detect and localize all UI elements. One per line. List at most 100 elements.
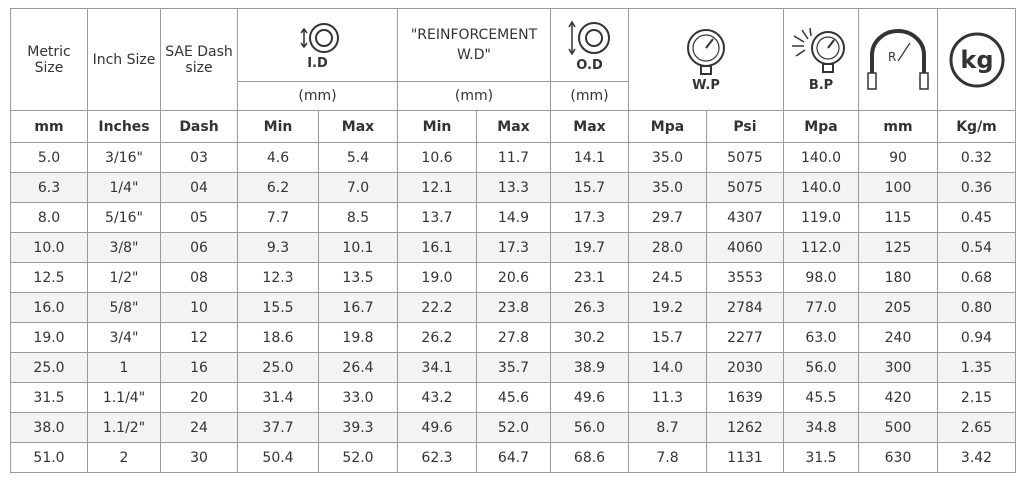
bend-radius-icon: R [867, 28, 929, 90]
data-cell: 35.0 [628, 172, 707, 203]
data-cell: 1131 [706, 442, 784, 473]
data-cell: 19.8 [318, 322, 398, 353]
data-cell: 1262 [706, 412, 784, 443]
data-cell: 51.0 [10, 442, 88, 473]
data-cell: 125 [858, 232, 938, 263]
data-cell: 119.0 [783, 202, 859, 233]
data-cell: 63.0 [783, 322, 859, 353]
data-cell: 45.5 [783, 382, 859, 413]
data-cell: 140.0 [783, 172, 859, 203]
data-cell: 10.0 [10, 232, 88, 263]
data-row: 5.0 3/16" 03 4.6 5.4 10.6 11.7 14.1 35.0 5075 140.… [10, 142, 1016, 173]
unit-cell: Dash [160, 110, 238, 143]
unit-cell: Inches [87, 110, 161, 143]
data-cell: 17.3 [476, 232, 551, 263]
header-cell: Metric Size [10, 8, 88, 111]
data-cell: 7.7 [237, 202, 319, 233]
data-cell: 1.1/2" [87, 412, 161, 443]
units-row: mm Inches Dash Min Max Min Max Max Mpa Psi Mpa mm Kg… [10, 110, 1016, 143]
data-cell: 26.2 [397, 322, 477, 353]
spec-table: Metric Size Inch Size SAE Dash size I.D … [10, 8, 1016, 473]
data-cell: 16.0 [10, 292, 88, 323]
data-cell: 12.3 [237, 262, 319, 293]
data-cell: 14.1 [550, 142, 629, 173]
data-cell: 26.4 [318, 352, 398, 383]
table-body: 5.0 3/16" 03 4.6 5.4 10.6 11.7 14.1 35.0 5075 140.… [10, 142, 1016, 473]
unit-cell: mm [10, 110, 88, 143]
data-cell: 5.4 [318, 142, 398, 173]
data-cell: 3/4" [87, 322, 161, 353]
data-cell: 13.3 [476, 172, 551, 203]
id-icon [299, 22, 339, 53]
data-cell: 56.0 [550, 412, 629, 443]
data-cell: 33.0 [318, 382, 398, 413]
wp-icon [687, 29, 725, 75]
header-cell: (mm) [237, 81, 398, 111]
icon-label: R [888, 50, 896, 64]
header-label: "REINFORCEMENT W.D" [410, 27, 538, 63]
data-cell: 68.6 [550, 442, 629, 473]
data-cell: 6.3 [10, 172, 88, 203]
header-cell: (mm) [397, 81, 551, 111]
data-cell: 30.2 [550, 322, 629, 353]
icon-label: kg [960, 46, 993, 74]
data-cell: 49.6 [397, 412, 477, 443]
data-cell: 90 [858, 142, 938, 173]
data-cell: 13.5 [318, 262, 398, 293]
data-cell: 15.7 [550, 172, 629, 203]
data-cell: 28.0 [628, 232, 707, 263]
data-cell: 03 [160, 142, 238, 173]
data-row: 51.0 2 30 50.4 52.0 62.3 64.7 68.6 7.8 1131 31.5 63… [10, 442, 1016, 473]
data-cell: 14.9 [476, 202, 551, 233]
data-cell: 13.7 [397, 202, 477, 233]
data-cell: 5075 [706, 142, 784, 173]
data-cell: 38.9 [550, 352, 629, 383]
data-cell: 98.0 [783, 262, 859, 293]
data-cell: 19.7 [550, 232, 629, 263]
data-cell: 25.0 [237, 352, 319, 383]
data-cell: 22.2 [397, 292, 477, 323]
header-label: B.P [808, 78, 834, 93]
data-cell: 43.2 [397, 382, 477, 413]
data-cell: 420 [858, 382, 938, 413]
data-cell: 24.5 [628, 262, 707, 293]
data-cell: 29.7 [628, 202, 707, 233]
data-cell: 205 [858, 292, 938, 323]
data-cell: 0.68 [937, 262, 1016, 293]
data-cell: 14.0 [628, 352, 707, 383]
data-cell: 5/16" [87, 202, 161, 233]
data-cell: 0.94 [937, 322, 1016, 353]
data-cell: 25.0 [10, 352, 88, 383]
header-cell: B.P [783, 8, 859, 111]
data-row: 12.5 1/2" 08 12.3 13.5 19.0 20.6 23.1 24.5 3553 98… [10, 262, 1016, 293]
unit-cell: Mpa [783, 110, 859, 143]
data-cell: 2 [87, 442, 161, 473]
data-cell: 2277 [706, 322, 784, 353]
data-cell: 4060 [706, 232, 784, 263]
data-cell: 24 [160, 412, 238, 443]
data-cell: 64.7 [476, 442, 551, 473]
data-cell: 240 [858, 322, 938, 353]
data-cell: 0.80 [937, 292, 1016, 323]
data-cell: 26.3 [550, 292, 629, 323]
data-cell: 630 [858, 442, 938, 473]
data-cell: 31.5 [10, 382, 88, 413]
data-cell: 3/8" [87, 232, 161, 263]
data-cell: 50.4 [237, 442, 319, 473]
data-cell: 31.4 [237, 382, 319, 413]
data-cell: 1639 [706, 382, 784, 413]
data-cell: 3.42 [937, 442, 1016, 473]
data-cell: 2.15 [937, 382, 1016, 413]
data-cell: 77.0 [783, 292, 859, 323]
data-cell: 30 [160, 442, 238, 473]
header-cell: kg [937, 8, 1016, 111]
data-cell: 11.3 [628, 382, 707, 413]
header-cell: (mm) [550, 81, 629, 111]
unit-cell: mm [858, 110, 938, 143]
data-cell: 08 [160, 262, 238, 293]
data-cell: 1/2" [87, 262, 161, 293]
data-cell: 1.1/4" [87, 382, 161, 413]
unit-cell: Kg/m [937, 110, 1016, 143]
data-cell: 35.0 [628, 142, 707, 173]
